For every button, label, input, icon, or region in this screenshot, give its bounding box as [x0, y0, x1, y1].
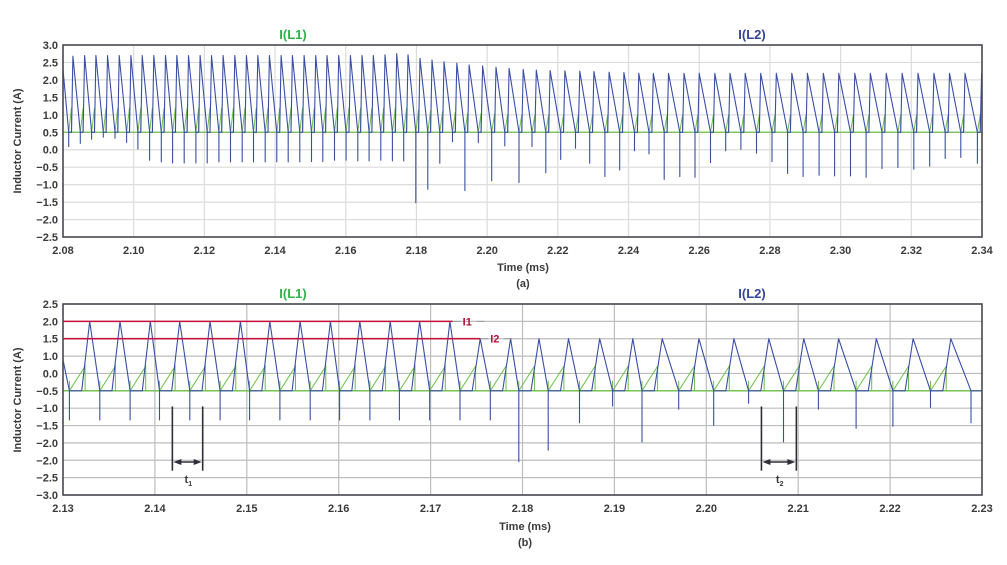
y-tick-label: −2.5	[36, 232, 58, 244]
interval-label-subscript: 2	[780, 481, 784, 488]
l1-ramp	[309, 364, 327, 392]
x-tick-label: 2.12	[194, 245, 215, 257]
caption: (a)	[516, 278, 530, 290]
y-tick-label: 2.0	[43, 316, 58, 328]
y-axis-label: Inductor Current (A)	[12, 88, 24, 193]
x-tick-label: 2.08	[52, 245, 73, 257]
y-axis-label: Inductor Current (A)	[12, 347, 24, 452]
l2-trace	[63, 320, 982, 463]
x-tick-label: 2.22	[547, 245, 568, 257]
y-tick-label: −1.0	[36, 403, 58, 415]
chart-a: 3.0 2.5 2.0 1.5 1.0 0.5 0.0 −0.5 −1.0 −1.5 −2.0 −2.…	[12, 27, 994, 290]
x-tick-label: 2.20	[696, 503, 717, 515]
x-tick-label: 2.13	[52, 503, 73, 515]
level-label: I1	[463, 316, 472, 328]
l1-ramp	[68, 364, 86, 392]
tick-labels: 2.5 2.0 1.5 1.0 0.0 −0.5 −1.0 −1.5 −2.0 −2.0 −2.5 −…	[36, 299, 992, 515]
legend-l1: I(L1)	[279, 27, 306, 42]
y-tick-label: 0.0	[43, 368, 58, 380]
x-tick-label: 2.17	[420, 503, 441, 515]
level-label: I2	[490, 334, 499, 346]
x-tick-label: 2.22	[879, 503, 900, 515]
plot-border	[62, 44, 983, 238]
l1-ramp	[279, 364, 296, 392]
y-tick-label: −2.0	[36, 438, 58, 450]
arrow-right-icon	[787, 459, 796, 466]
legend-l2: I(L2)	[738, 286, 765, 301]
x-tick-label: 2.18	[512, 503, 533, 515]
plot-area	[63, 320, 982, 463]
tick-labels: 3.0 2.5 2.0 1.5 1.0 0.5 0.0 −0.5 −1.0 −1.5 −2.0 −2.…	[36, 40, 993, 257]
y-tick-label: −2.0	[36, 215, 58, 227]
legend-l1: I(L1)	[279, 286, 306, 301]
annotations: I1 I2 t1 t2	[63, 316, 798, 488]
y-tick-label: 0.5	[43, 127, 58, 139]
x-tick-label: 2.21	[787, 503, 808, 515]
y-tick-label: −1.5	[36, 197, 58, 209]
x-tick-label: 2.30	[830, 245, 851, 257]
y-tick-label: −1.5	[36, 421, 58, 433]
y-tick-label: −0.5	[36, 386, 58, 398]
arrow-left-icon	[173, 459, 182, 466]
l1-ramp	[398, 364, 416, 392]
y-tick-label: 1.0	[43, 110, 58, 122]
plot-border	[62, 303, 983, 496]
y-tick-label: −2.0	[36, 455, 58, 467]
y-tick-label: 2.0	[43, 75, 58, 87]
plot-area	[63, 53, 982, 204]
x-tick-label: 2.18	[406, 245, 427, 257]
grid	[62, 44, 983, 238]
interval-label: t1	[185, 474, 193, 488]
l1-ramp	[159, 364, 176, 392]
l1-ramp	[219, 364, 237, 392]
chart-b: 2.5 2.0 1.5 1.0 0.0 −0.5 −1.0 −1.5 −2.0 −2.0 −2.5 −…	[12, 286, 993, 549]
y-tick-label: 1.5	[43, 92, 58, 104]
x-tick-label: 2.16	[328, 503, 349, 515]
y-tick-label: −3.0	[36, 490, 58, 502]
x-tick-label: 2.19	[604, 503, 625, 515]
arrow-left-icon	[762, 459, 771, 466]
x-tick-label: 2.26	[689, 245, 710, 257]
x-axis-label: Time (ms)	[497, 262, 549, 274]
x-axis-label: Time (ms)	[499, 521, 551, 533]
l1-ramp	[369, 364, 387, 392]
l1-ramp	[249, 364, 266, 392]
y-tick-label: −0.5	[36, 162, 58, 174]
y-tick-label: 1.5	[43, 334, 58, 346]
y-tick-label: −1.0	[36, 180, 58, 192]
x-tick-label: 2.23	[971, 503, 992, 515]
l1-ramp	[99, 364, 116, 392]
l1-ramp	[429, 364, 446, 392]
x-tick-label: 2.16	[335, 245, 356, 257]
grid	[62, 303, 983, 496]
l1-ramp	[189, 364, 206, 392]
x-tick-label: 2.14	[144, 503, 166, 515]
y-tick-label: 2.5	[43, 57, 58, 69]
x-tick-label: 2.34	[971, 245, 993, 257]
interval-label-subscript: 1	[188, 481, 192, 488]
y-tick-label: 1.0	[43, 351, 58, 363]
y-tick-label: 0.0	[43, 145, 58, 157]
x-tick-label: 2.15	[236, 503, 257, 515]
interval-label: t2	[776, 474, 784, 488]
l1-ramp	[339, 364, 356, 392]
caption: (b)	[518, 537, 532, 549]
y-tick-label: 2.5	[43, 299, 58, 311]
x-tick-label: 2.14	[264, 245, 286, 257]
arrow-right-icon	[193, 459, 202, 466]
x-tick-label: 2.20	[476, 245, 497, 257]
x-tick-label: 2.28	[759, 245, 780, 257]
x-tick-label: 2.24	[618, 245, 640, 257]
y-tick-label: −2.5	[36, 473, 58, 485]
l1-ramp	[129, 364, 147, 392]
l2-trace	[63, 53, 982, 204]
legend-l2: I(L2)	[738, 27, 765, 42]
x-tick-label: 2.10	[123, 245, 144, 257]
x-tick-label: 2.32	[901, 245, 922, 257]
y-tick-label: 3.0	[43, 40, 58, 52]
